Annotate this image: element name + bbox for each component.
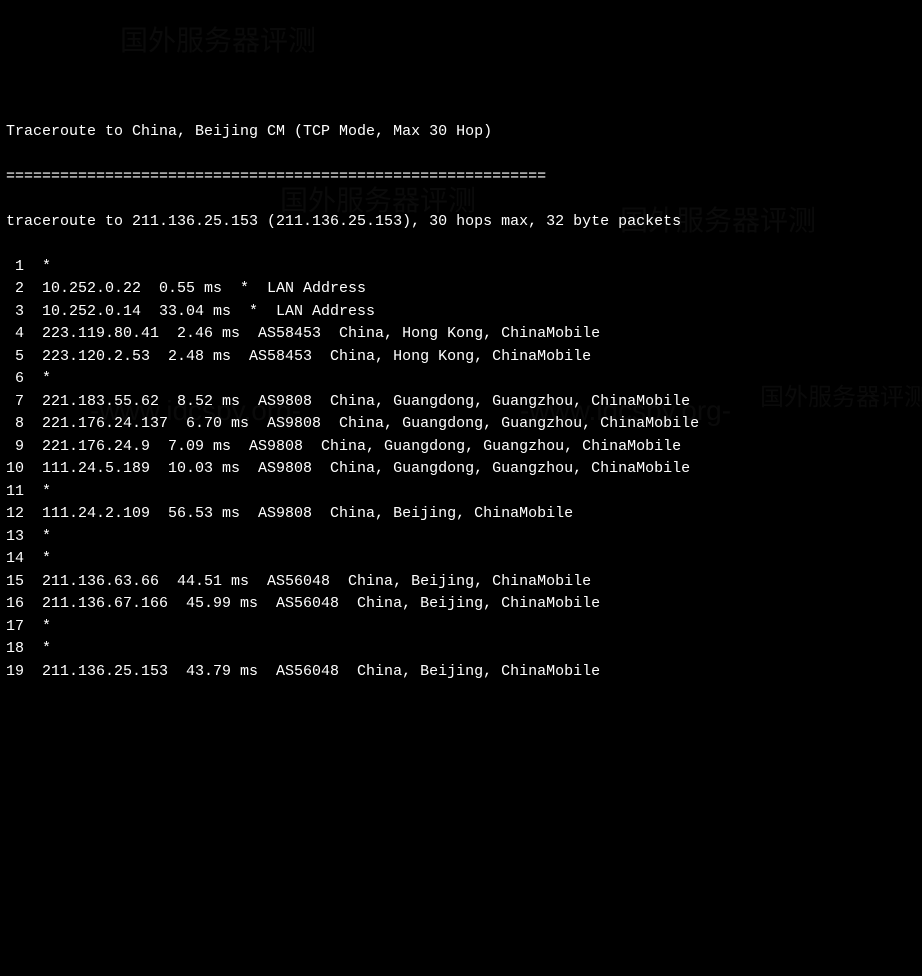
watermark: 国外服务器评测 bbox=[120, 20, 316, 62]
hop-line: 3 10.252.0.14 33.04 ms * LAN Address bbox=[6, 301, 916, 324]
hop-line: 11 * bbox=[6, 481, 916, 504]
title-line: Traceroute to China, Beijing CM (TCP Mod… bbox=[6, 121, 916, 144]
hop-line: 4 223.119.80.41 2.46 ms AS58453 China, H… bbox=[6, 323, 916, 346]
hop-line: 13 * bbox=[6, 526, 916, 549]
hop-line: 18 * bbox=[6, 638, 916, 661]
hop-line: 19 211.136.25.153 43.79 ms AS56048 China… bbox=[6, 661, 916, 684]
hop-line: 8 221.176.24.137 6.70 ms AS9808 China, G… bbox=[6, 413, 916, 436]
command-line: traceroute to 211.136.25.153 (211.136.25… bbox=[6, 211, 916, 234]
separator-line: ========================================… bbox=[6, 166, 916, 189]
hop-line: 1 * bbox=[6, 256, 916, 279]
hop-line: 9 221.176.24.9 7.09 ms AS9808 China, Gua… bbox=[6, 436, 916, 459]
hop-line: 16 211.136.67.166 45.99 ms AS56048 China… bbox=[6, 593, 916, 616]
hops-list: 1 * 2 10.252.0.22 0.55 ms * LAN Address … bbox=[6, 256, 916, 684]
hop-line: 17 * bbox=[6, 616, 916, 639]
hop-line: 10 111.24.5.189 10.03 ms AS9808 China, G… bbox=[6, 458, 916, 481]
hop-line: 2 10.252.0.22 0.55 ms * LAN Address bbox=[6, 278, 916, 301]
hop-line: 12 111.24.2.109 56.53 ms AS9808 China, B… bbox=[6, 503, 916, 526]
hop-line: 5 223.120.2.53 2.48 ms AS58453 China, Ho… bbox=[6, 346, 916, 369]
hop-line: 6 * bbox=[6, 368, 916, 391]
terminal-output: Traceroute to China, Beijing CM (TCP Mod… bbox=[6, 98, 916, 706]
hop-line: 7 221.183.55.62 8.52 ms AS9808 China, Gu… bbox=[6, 391, 916, 414]
hop-line: 15 211.136.63.66 44.51 ms AS56048 China,… bbox=[6, 571, 916, 594]
hop-line: 14 * bbox=[6, 548, 916, 571]
